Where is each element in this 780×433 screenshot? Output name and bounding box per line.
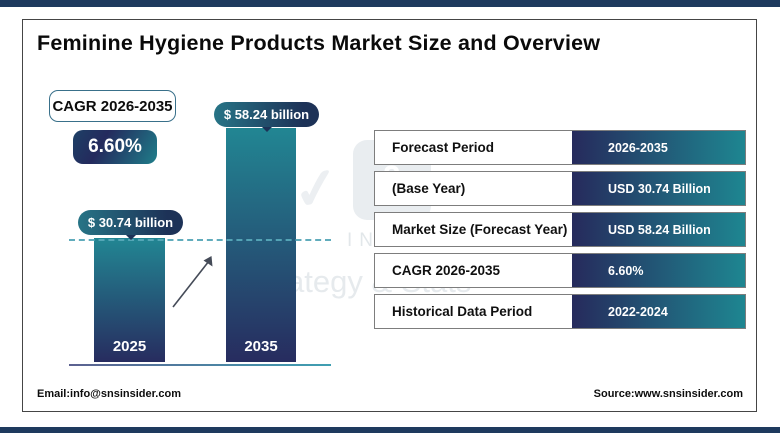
value-label-2025: $ 30.74 billion xyxy=(78,210,183,240)
reference-dashed-line xyxy=(69,239,331,241)
table-row-label: Forecast Period xyxy=(392,140,495,155)
table-row: Market Size (Forecast Year) USD 58.24 Bi… xyxy=(374,212,746,247)
value-label-2035-text: $ 58.24 billion xyxy=(223,107,310,122)
chart-baseline xyxy=(69,364,331,366)
bar-2025-label: 2025 xyxy=(112,338,147,355)
table-row-label: (Base Year) xyxy=(392,181,466,196)
value-label-2035: $ 58.24 billion xyxy=(214,102,319,132)
value-label-2025-text: $ 30.74 billion xyxy=(87,215,174,230)
table-row-value: 2026-2035 xyxy=(572,131,745,164)
bar-2035-label: 2035 xyxy=(244,338,278,355)
table-row-value: 2022-2024 xyxy=(572,295,745,328)
table-row: (Base Year) USD 30.74 Billion xyxy=(374,171,746,206)
bar-2025: 2025 xyxy=(94,238,165,362)
table-row-label: Market Size (Forecast Year) xyxy=(392,222,568,237)
growth-arrow-icon xyxy=(172,256,213,308)
table-row-value: USD 58.24 Billion xyxy=(572,213,745,246)
bottom-accent-bar xyxy=(0,427,780,433)
table-row-value: 6.60% xyxy=(572,254,745,287)
cagr-value-pill: 6.60% xyxy=(73,130,157,164)
source-link: Source:www.snsinsider.com xyxy=(593,388,743,400)
table-row-value: USD 30.74 Billion xyxy=(572,172,745,205)
cagr-value: 6.60% xyxy=(88,136,142,157)
table-row: CAGR 2026-2035 6.60% xyxy=(374,253,746,288)
table-row-label: Historical Data Period xyxy=(392,304,533,319)
table-row-label: CAGR 2026-2035 xyxy=(392,263,501,278)
cagr-label: CAGR 2026-2035 xyxy=(52,97,173,115)
top-accent-bar xyxy=(0,0,780,7)
contact-email: Email:info@snsinsider.com xyxy=(37,388,181,400)
bar-2035: 2035 xyxy=(226,128,296,362)
table-row: Historical Data Period 2022-2024 xyxy=(374,294,746,329)
watermark-swoosh-icon: ✓ xyxy=(288,154,345,223)
cagr-label-box: CAGR 2026-2035 xyxy=(49,90,176,122)
market-spec-table: Forecast Period 2026-2035 (Base Year) US… xyxy=(374,130,746,335)
table-row: Forecast Period 2026-2035 xyxy=(374,130,746,165)
infographic-frame: Feminine Hygiene Products Market Size an… xyxy=(22,19,757,412)
page-title: Feminine Hygiene Products Market Size an… xyxy=(37,31,601,55)
